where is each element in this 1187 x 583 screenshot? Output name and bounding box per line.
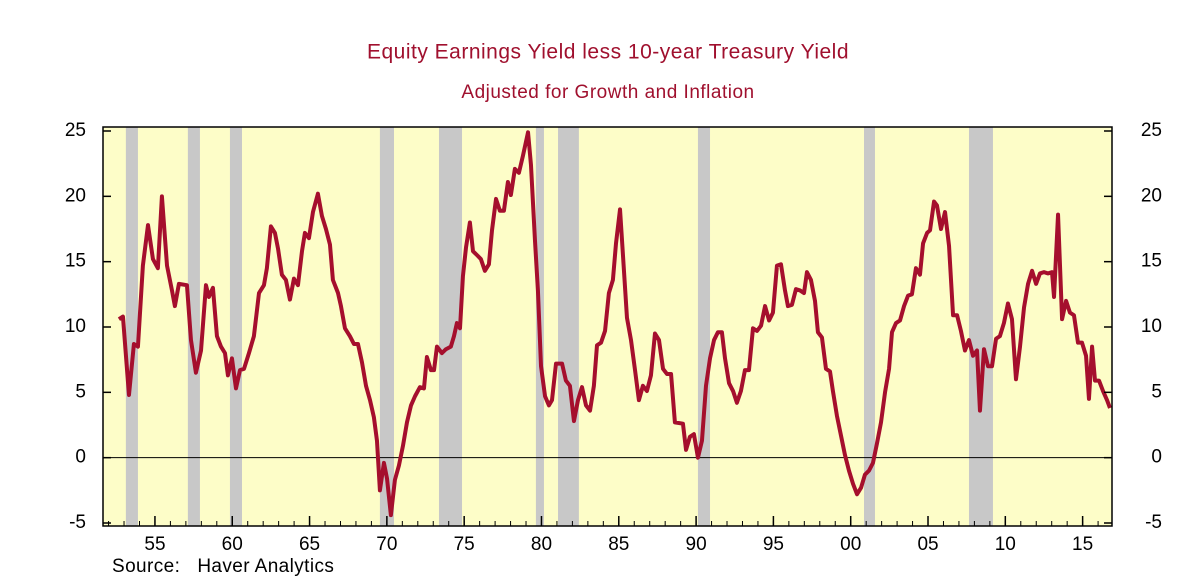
y-tick-label: 10 [65, 316, 86, 337]
x-tick-label: 95 [763, 534, 784, 555]
recession-band [229, 127, 242, 526]
recession-band [187, 127, 200, 526]
y2-tick-label: 0 [1151, 447, 1162, 468]
source-note: Source: Haver Analytics [112, 556, 334, 577]
recession-band [438, 127, 463, 526]
plot-background [103, 127, 1112, 526]
recession-band [558, 127, 579, 526]
y2-tick-label: 15 [1141, 251, 1162, 272]
y2-tick-label: 25 [1141, 120, 1162, 141]
y-tick-label: -5 [69, 512, 86, 533]
recession-band [968, 127, 993, 526]
x-tick-label: 90 [686, 534, 707, 555]
y-tick-label: 25 [65, 120, 86, 141]
series-line [117, 130, 1112, 518]
recession-band [697, 127, 711, 526]
y-tick-label: 5 [75, 381, 86, 402]
recession-band [864, 127, 875, 526]
x-tick-label: 55 [144, 534, 165, 555]
recession-band [379, 127, 394, 526]
y2-tick-label: 20 [1141, 185, 1162, 206]
x-tick-label: 75 [454, 534, 475, 555]
x-tick-label: 10 [995, 534, 1016, 555]
y2-tick-label: 10 [1141, 316, 1162, 337]
y-tick-label: 0 [75, 447, 86, 468]
x-tick-label: 85 [608, 534, 629, 555]
y2-tick-label: -5 [1145, 512, 1162, 533]
chart-title: Equity Earnings Yield less 10-year Treas… [367, 41, 849, 64]
y2-tick-label: 5 [1151, 381, 1162, 402]
chart-subtitle: Adjusted for Growth and Inflation [461, 82, 754, 103]
x-tick-label: 65 [299, 534, 320, 555]
x-tick-label: 80 [531, 534, 552, 555]
x-tick-label: 00 [840, 534, 861, 555]
y-tick-label: 15 [65, 251, 86, 272]
y-tick-label: 20 [65, 185, 86, 206]
x-tick-label: 15 [1072, 534, 1093, 555]
x-tick-label: 05 [917, 534, 938, 555]
x-tick-label: 70 [376, 534, 397, 555]
x-tick-label: 60 [222, 534, 243, 555]
recession-band [125, 127, 138, 526]
